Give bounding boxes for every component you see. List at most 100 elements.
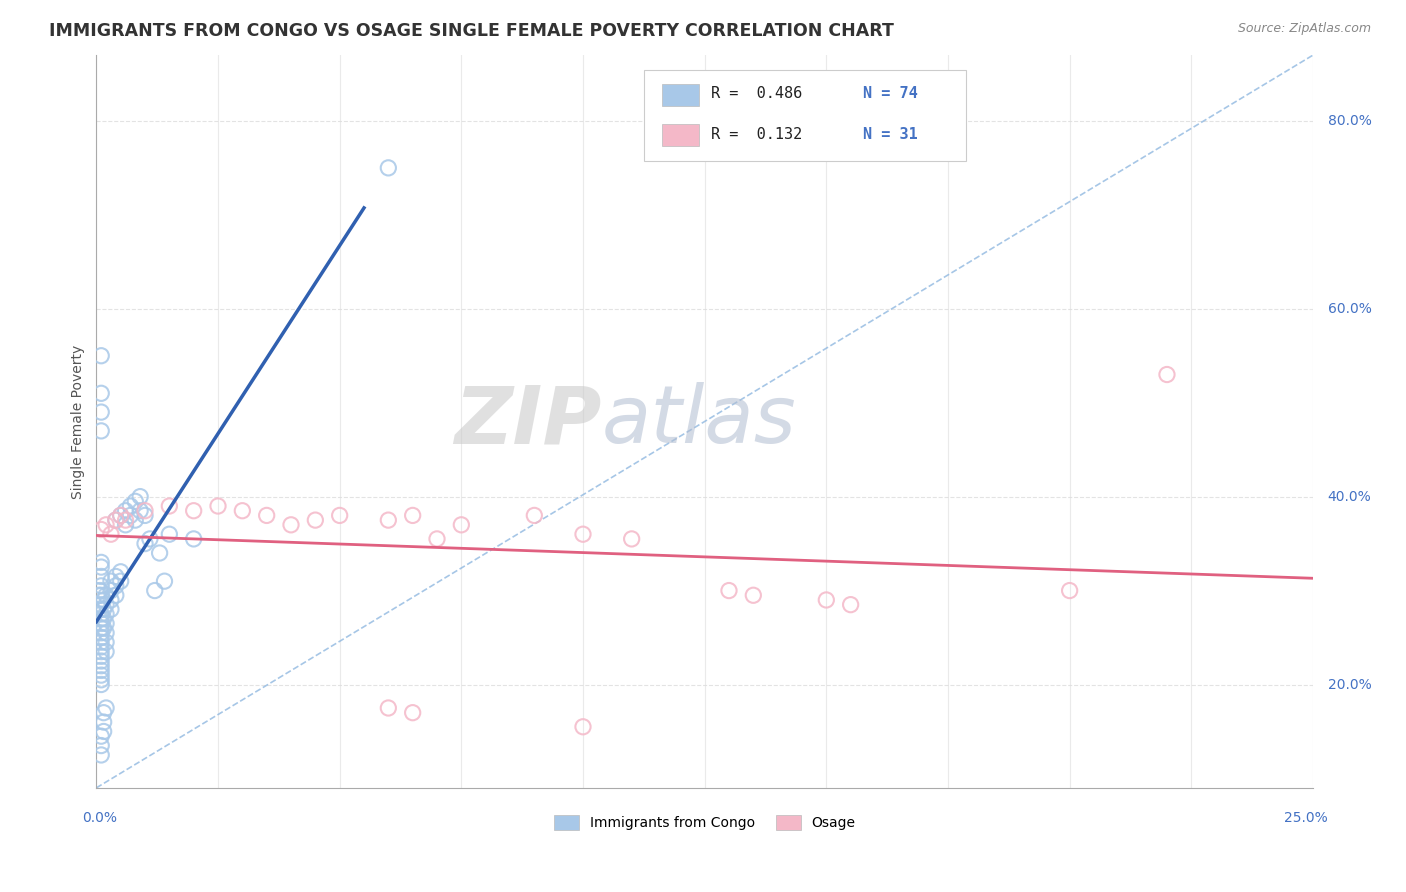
Point xyxy=(90,621,112,635)
Point xyxy=(280,517,302,532)
Point xyxy=(815,593,838,607)
Point xyxy=(329,508,352,523)
Point xyxy=(90,668,112,682)
Point xyxy=(90,747,112,762)
Point xyxy=(90,555,112,569)
FancyBboxPatch shape xyxy=(662,84,699,105)
Point xyxy=(90,560,112,574)
Point xyxy=(89,583,111,598)
Point xyxy=(717,583,740,598)
Text: IMMIGRANTS FROM CONGO VS OSAGE SINGLE FEMALE POVERTY CORRELATION CHART: IMMIGRANTS FROM CONGO VS OSAGE SINGLE FE… xyxy=(49,22,894,40)
Point xyxy=(93,706,115,720)
Point xyxy=(120,508,142,523)
Point xyxy=(90,654,112,668)
Point xyxy=(90,349,112,363)
Point xyxy=(183,504,205,518)
Point xyxy=(402,508,425,523)
Point xyxy=(129,504,152,518)
Point xyxy=(90,569,112,583)
Point xyxy=(183,532,205,546)
Point xyxy=(114,513,136,527)
Point xyxy=(304,513,326,527)
Point xyxy=(134,536,156,550)
Point xyxy=(104,513,127,527)
Point xyxy=(124,513,146,527)
Point xyxy=(124,494,146,508)
Point xyxy=(110,508,132,523)
Point xyxy=(1156,368,1178,382)
Point xyxy=(157,499,180,513)
Text: N = 31: N = 31 xyxy=(863,127,918,142)
Point xyxy=(157,527,180,541)
Point xyxy=(90,631,112,645)
Point xyxy=(377,701,399,715)
Point xyxy=(90,607,112,621)
Point xyxy=(523,508,546,523)
Point xyxy=(94,645,117,659)
Point xyxy=(129,490,152,504)
Point xyxy=(90,729,112,743)
Point xyxy=(207,499,229,513)
Text: atlas: atlas xyxy=(602,383,796,460)
Point xyxy=(93,602,115,616)
Point xyxy=(94,616,117,631)
Point xyxy=(402,706,425,720)
Point xyxy=(90,640,112,654)
Text: 60.0%: 60.0% xyxy=(1327,301,1371,316)
Text: R =  0.132: R = 0.132 xyxy=(711,127,801,142)
Point xyxy=(90,635,112,649)
Point xyxy=(93,724,115,739)
Point xyxy=(426,532,449,546)
Point xyxy=(377,513,399,527)
Point xyxy=(143,583,166,598)
Text: N = 74: N = 74 xyxy=(863,87,918,102)
Point xyxy=(104,513,127,527)
Point xyxy=(90,523,112,537)
Point xyxy=(94,607,117,621)
Point xyxy=(94,625,117,640)
Point xyxy=(90,598,112,612)
Point xyxy=(139,532,162,546)
Point xyxy=(90,658,112,673)
Point xyxy=(90,649,112,664)
Point xyxy=(100,527,122,541)
Point xyxy=(93,612,115,626)
Point xyxy=(93,593,115,607)
Y-axis label: Single Female Poverty: Single Female Poverty xyxy=(72,344,86,499)
Point xyxy=(94,588,117,602)
Point xyxy=(1059,583,1081,598)
Point xyxy=(90,645,112,659)
Point xyxy=(134,504,156,518)
Point xyxy=(104,569,127,583)
Point xyxy=(450,517,472,532)
Point xyxy=(90,616,112,631)
Point xyxy=(93,621,115,635)
Point xyxy=(90,677,112,691)
Point xyxy=(94,635,117,649)
Point xyxy=(90,424,112,438)
Text: R =  0.486: R = 0.486 xyxy=(711,87,801,102)
Point xyxy=(100,602,122,616)
Point xyxy=(90,579,112,593)
Point xyxy=(87,588,110,602)
Point xyxy=(110,508,132,523)
FancyBboxPatch shape xyxy=(644,70,966,161)
Point xyxy=(90,612,112,626)
Text: ZIP: ZIP xyxy=(454,383,602,460)
Text: 20.0%: 20.0% xyxy=(1327,678,1371,691)
Text: 40.0%: 40.0% xyxy=(1327,490,1371,504)
Point xyxy=(742,588,765,602)
Point xyxy=(110,574,132,589)
Legend: Immigrants from Congo, Osage: Immigrants from Congo, Osage xyxy=(548,810,862,836)
Point xyxy=(149,546,172,560)
Point xyxy=(114,517,136,532)
Point xyxy=(90,673,112,687)
FancyBboxPatch shape xyxy=(662,124,699,146)
Point xyxy=(90,625,112,640)
Point xyxy=(134,508,156,523)
Text: Source: ZipAtlas.com: Source: ZipAtlas.com xyxy=(1237,22,1371,36)
Text: 80.0%: 80.0% xyxy=(1327,114,1371,128)
Point xyxy=(90,664,112,678)
Point xyxy=(231,504,253,518)
Point xyxy=(839,598,862,612)
